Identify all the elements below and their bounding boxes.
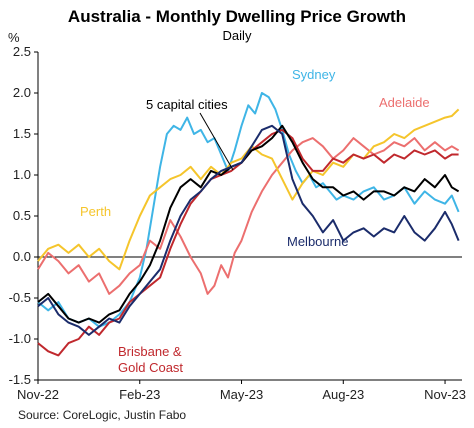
series-labels: Sydney Adelaide Perth 5 capital cities M… <box>80 67 430 375</box>
x-tick-label: May-23 <box>220 387 263 402</box>
series-line-adelaide <box>37 137 460 295</box>
x-tick-label: Feb-23 <box>119 387 160 402</box>
y-tick-label: 2.5 <box>13 44 31 59</box>
y-tick-label: 0.5 <box>13 208 31 223</box>
y-tick-label: 0.0 <box>13 249 31 264</box>
series-line-perth <box>37 108 460 271</box>
series-group <box>37 92 460 357</box>
y-tick-label: 2.0 <box>13 85 31 100</box>
label-melbourne: Melbourne <box>287 234 348 249</box>
label-5-capital-cities-pointer <box>199 112 234 171</box>
x-ticks: Nov-22 Feb-23 May-23 Aug-23 Nov-23 <box>17 380 466 402</box>
label-brisbane-line2: Gold Coast <box>118 360 183 375</box>
y-ticks: 2.5 2.0 1.5 1.0 0.5 0.0 -0.5 -1.0 -1.5 <box>9 44 38 387</box>
x-tick-label: Aug-23 <box>322 387 364 402</box>
y-tick-label: -0.5 <box>9 290 31 305</box>
series-line-5-capital-cities <box>37 124 460 324</box>
x-tick-label: Nov-22 <box>17 387 59 402</box>
x-tick-label: Nov-23 <box>424 387 466 402</box>
chart-title: Australia - Monthly Dwelling Price Growt… <box>68 7 406 26</box>
label-adelaide: Adelaide <box>379 95 430 110</box>
y-tick-label: -1.0 <box>9 331 31 346</box>
label-5-capital-cities: 5 capital cities <box>146 97 228 112</box>
series-line-melbourne <box>37 124 460 336</box>
label-sydney: Sydney <box>292 67 336 82</box>
label-brisbane-line1: Brisbane & <box>118 344 182 359</box>
y-tick-label: 1.0 <box>13 167 31 182</box>
y-unit-label: % <box>8 30 20 45</box>
chart-subtitle: Daily <box>223 28 252 43</box>
source-note: Source: CoreLogic, Justin Fabo <box>18 408 186 422</box>
label-perth: Perth <box>80 204 111 219</box>
y-tick-label: 1.5 <box>13 126 31 141</box>
y-tick-label: -1.5 <box>9 372 31 387</box>
